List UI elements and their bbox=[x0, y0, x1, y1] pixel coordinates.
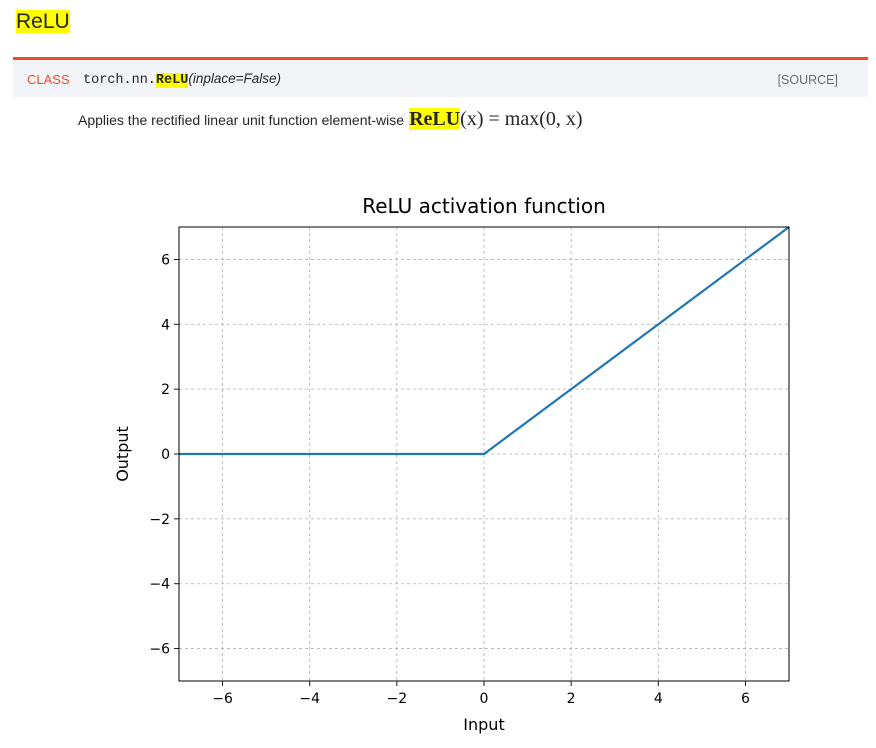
y-tick-label: 0 bbox=[161, 447, 170, 463]
x-tick-label: 2 bbox=[567, 691, 576, 707]
relu-chart: −6 −4 −2 0 2 4 6 −6 −4 −2 0 2 4 6 ReLU activation func… bbox=[113, 194, 790, 734]
y-tick-label: 6 bbox=[161, 252, 170, 268]
formula: ReLU(x) = max(0, x) bbox=[409, 108, 583, 131]
class-params: (inplace=False) bbox=[188, 71, 281, 86]
description: Applies the rectified linear unit functi… bbox=[78, 108, 583, 138]
class-name-highlight: ReLU bbox=[155, 73, 189, 88]
class-label: CLASS bbox=[27, 72, 70, 87]
x-tick-label: 0 bbox=[480, 691, 489, 707]
y-tick-label: 2 bbox=[161, 382, 170, 398]
x-tick-label: −2 bbox=[387, 691, 408, 707]
y-tick-label: 4 bbox=[161, 317, 170, 333]
y-axis-label: Output bbox=[113, 426, 132, 482]
formula-arg: (x) bbox=[460, 108, 484, 130]
y-tick-label: −2 bbox=[149, 512, 170, 528]
chart-title: ReLU activation function bbox=[362, 194, 606, 218]
x-axis-label: Input bbox=[463, 715, 504, 734]
x-tick-label: 4 bbox=[654, 691, 663, 707]
class-name: torch.nn.ReLU(inplace=False) bbox=[83, 71, 281, 88]
x-tick-label: −6 bbox=[212, 691, 233, 707]
y-tick-label: −6 bbox=[149, 642, 170, 658]
page-title: ReLU bbox=[16, 8, 70, 36]
formula-rest: = max(0, x) bbox=[483, 108, 583, 130]
x-tick-label: −4 bbox=[299, 691, 320, 707]
module-path: torch.nn. bbox=[83, 73, 156, 88]
page-title-text: ReLU bbox=[16, 10, 70, 33]
x-tick-label: 6 bbox=[741, 691, 750, 707]
y-tick-label: −4 bbox=[149, 577, 170, 593]
description-text: Applies the rectified linear unit functi… bbox=[78, 112, 405, 128]
class-signature: CLASS torch.nn.ReLU(inplace=False) [SOUR… bbox=[13, 57, 868, 97]
source-link[interactable]: [SOURCE] bbox=[777, 73, 838, 87]
relu-line bbox=[179, 226, 790, 456]
formula-function: ReLU bbox=[409, 108, 461, 130]
